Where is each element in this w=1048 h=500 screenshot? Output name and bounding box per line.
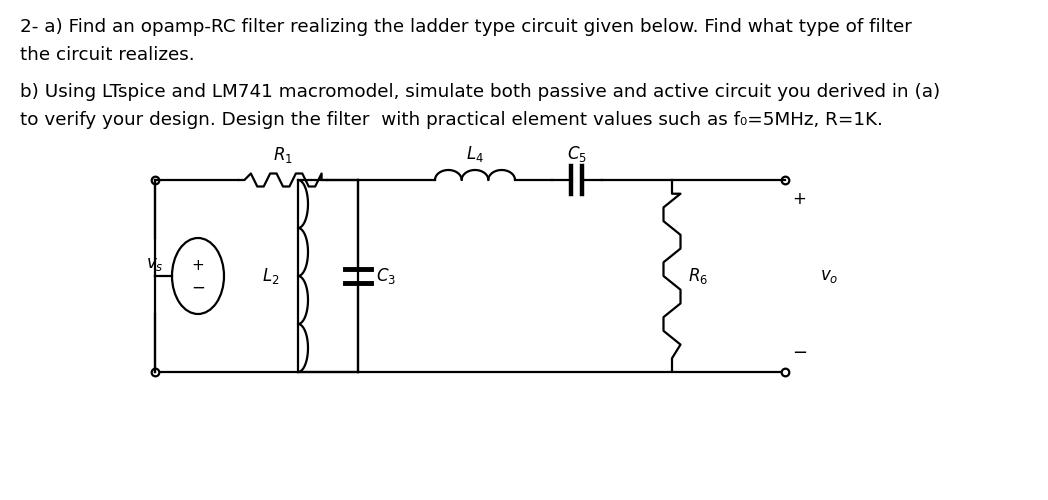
Text: 2- a) Find an opamp-RC filter realizing the ladder type circuit given below. Fin: 2- a) Find an opamp-RC filter realizing …: [20, 18, 912, 36]
Text: $v_s$: $v_s$: [147, 255, 163, 273]
Text: −: −: [792, 344, 807, 362]
Text: b) Using LTspice and LM741 macromodel, simulate both passive and active circuit : b) Using LTspice and LM741 macromodel, s…: [20, 83, 940, 101]
Text: $L_4$: $L_4$: [466, 144, 484, 164]
Text: +: +: [192, 258, 204, 272]
Text: $C_3$: $C_3$: [376, 266, 396, 286]
Text: −: −: [191, 279, 205, 297]
Text: to verify your design. Design the filter  with practical element values such as : to verify your design. Design the filter…: [20, 111, 882, 129]
Text: $R_6$: $R_6$: [687, 266, 708, 286]
Text: +: +: [792, 190, 806, 208]
Text: $R_1$: $R_1$: [274, 145, 293, 165]
Text: the circuit realizes.: the circuit realizes.: [20, 46, 195, 64]
Text: $C_5$: $C_5$: [567, 144, 587, 164]
Text: $L_2$: $L_2$: [262, 266, 280, 286]
Text: $v_o$: $v_o$: [820, 267, 838, 285]
